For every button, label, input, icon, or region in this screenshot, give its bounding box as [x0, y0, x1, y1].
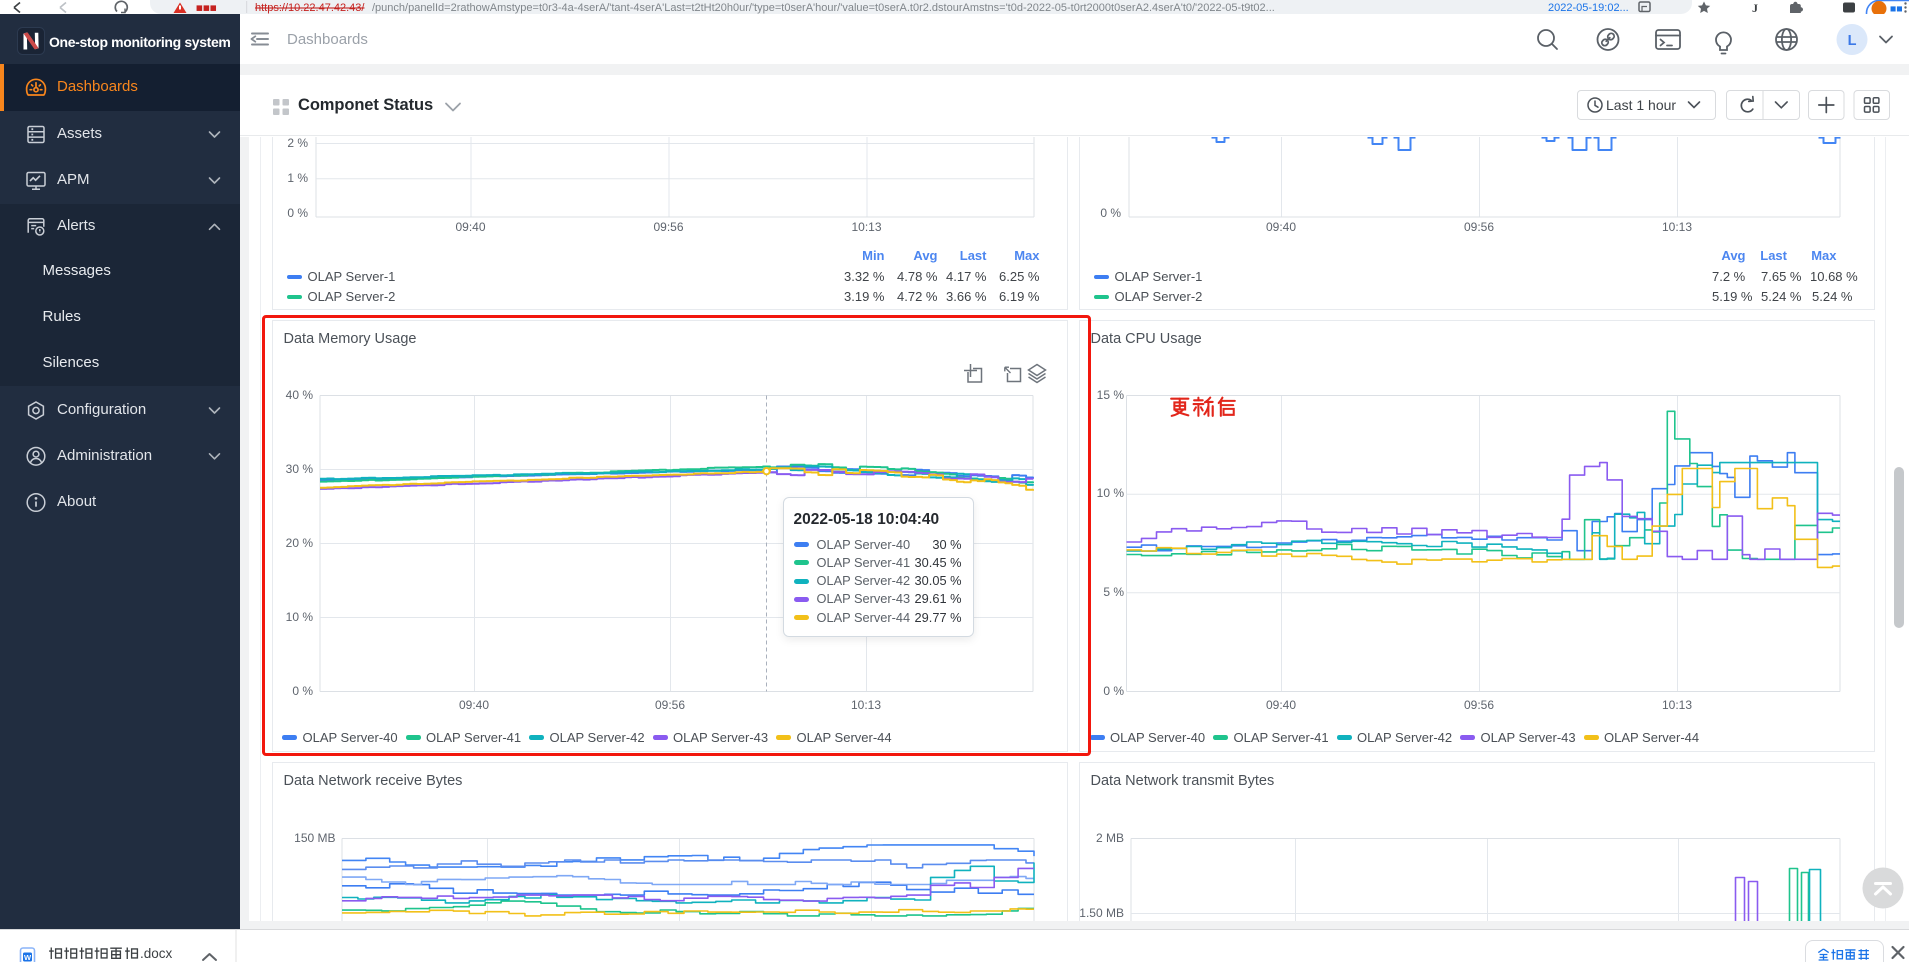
svg-text:■■■: ■■■: [196, 3, 217, 15]
svg-text:J: J: [1752, 1, 1758, 14]
svg-text:https://10.22.47.42.43/: https://10.22.47.42.43/: [255, 2, 365, 14]
svg-text:/punch/panelId=2rathowAmstype=: /punch/panelId=2rathowAmstype=t0r3-4a-4s…: [372, 2, 1275, 14]
svg-text:L: L: [1848, 33, 1857, 49]
svg-text:W: W: [24, 953, 32, 962]
svg-text:2022-05-19:02...: 2022-05-19:02...: [1548, 2, 1629, 14]
svg-text:■■: ■■: [1890, 3, 1903, 14]
